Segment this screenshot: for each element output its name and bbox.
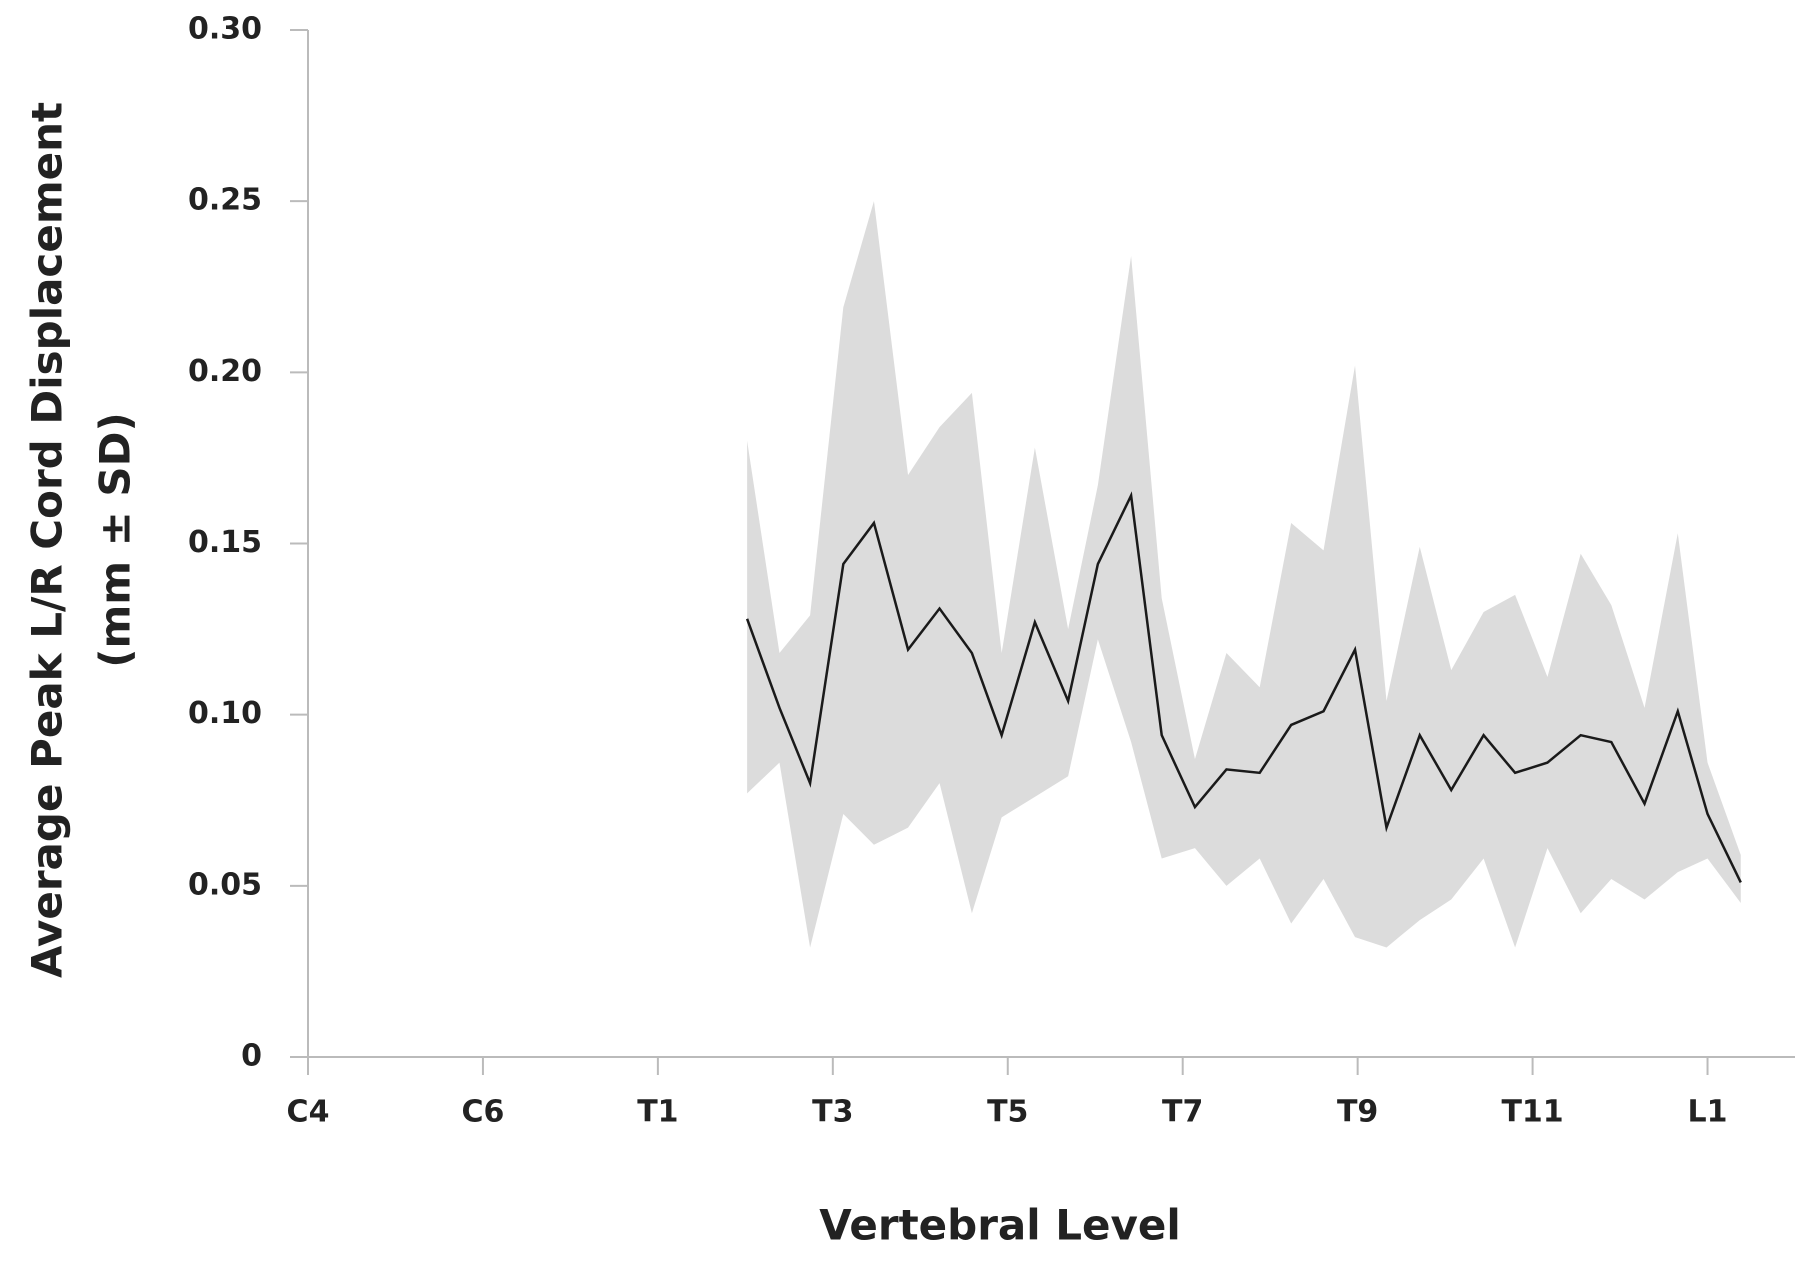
y-tick-label: 0 <box>241 1039 262 1074</box>
y-tick-label: 0.05 <box>188 867 262 902</box>
x-tick-label: T7 <box>1162 1095 1203 1130</box>
y-tick-label: 0.25 <box>188 183 262 218</box>
y-axis-title: Average Peak L/R Cord Displacement <box>23 102 72 978</box>
y-tick-label: 0.30 <box>188 12 262 47</box>
y-axis-title: (mm ± SD) <box>91 412 140 667</box>
y-tick-label: 0.15 <box>188 525 262 560</box>
y-tick-label: 0.20 <box>188 354 262 389</box>
x-tick-label: C4 <box>287 1095 330 1130</box>
x-tick-label: L1 <box>1688 1095 1728 1130</box>
x-tick-label: T5 <box>987 1095 1028 1130</box>
mean-line <box>745 491 1742 883</box>
x-tick-label: T9 <box>1337 1095 1378 1130</box>
x-tick-label: T3 <box>812 1095 853 1130</box>
x-tick-label: T1 <box>637 1095 678 1130</box>
y-tick-label: 0.10 <box>188 696 262 731</box>
x-axis-title: Vertebral Level <box>819 1201 1181 1250</box>
sd-band <box>747 201 1741 948</box>
x-tick-label: T11 <box>1501 1095 1563 1130</box>
x-tick-label: C6 <box>461 1095 504 1130</box>
